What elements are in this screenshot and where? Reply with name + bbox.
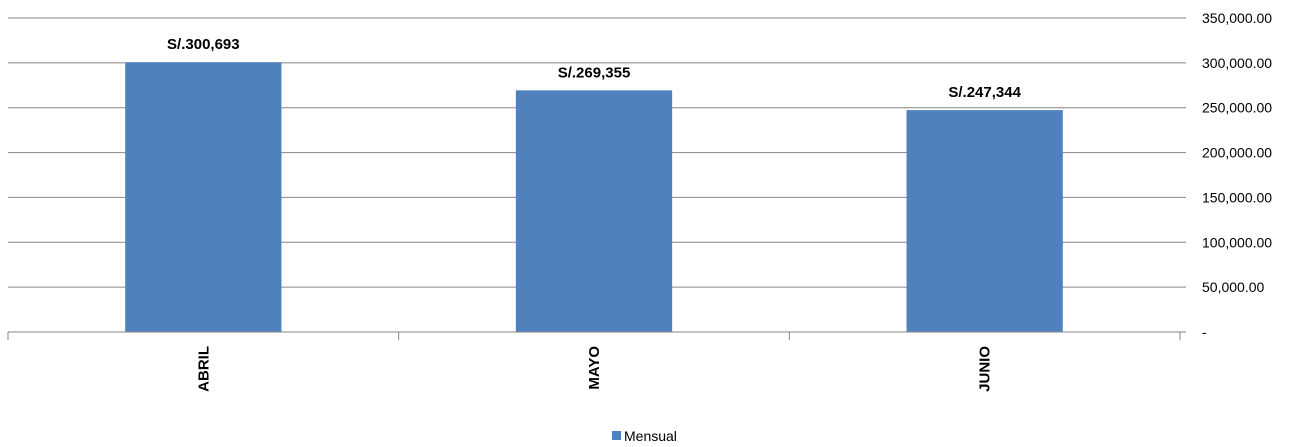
legend: Mensual [612,428,677,444]
y-tick-label: 50,000.00 [1202,279,1264,295]
category-label: ABRIL [195,346,212,392]
y-tick-label: 200,000.00 [1202,145,1272,161]
category-labels: ABRIL MAYO JUNIO [195,346,993,392]
y-tick-label: 350,000.00 [1202,10,1272,26]
bars [125,62,1063,333]
data-labels: S/.300,693 S/.269,355 S/.247,344 [167,36,1022,101]
y-tick-label: 100,000.00 [1202,234,1272,250]
y-tick-label: 150,000.00 [1202,189,1272,205]
x-axis [7,331,1181,340]
legend-swatch [612,431,621,440]
legend-label: Mensual [624,428,677,444]
category-label: JUNIO [977,346,994,392]
y-tick-label: 250,000.00 [1202,100,1272,116]
y-axis-ticks: - 50,000.00 100,000.00 150,000.00 200,000.00… [1202,10,1272,340]
data-label: S/.300,693 [167,36,240,53]
y-tick-label: - [1202,324,1207,340]
bar-junio [906,110,1063,332]
bar-abril [125,62,282,333]
y-tick-label: 300,000.00 [1202,55,1272,71]
category-label: MAYO [586,346,603,390]
data-label: S/.247,344 [948,84,1021,101]
bar-mayo [515,90,673,332]
data-label: S/.269,355 [558,64,631,81]
